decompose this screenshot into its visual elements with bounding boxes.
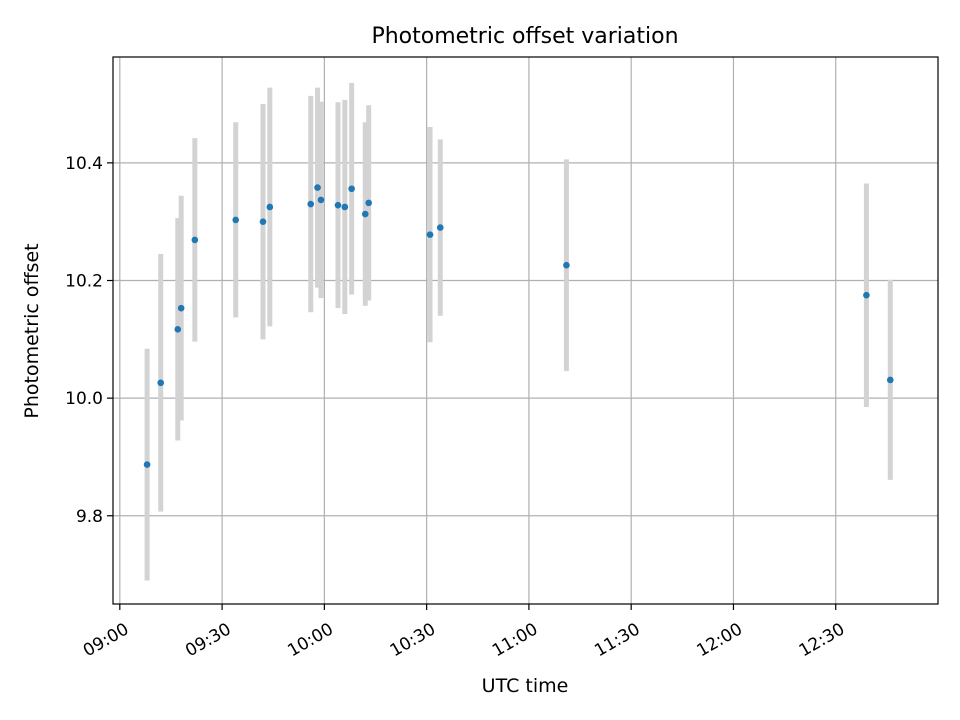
data-point (334, 201, 342, 209)
data-point (365, 199, 372, 207)
data-point (886, 376, 894, 384)
data-point (259, 218, 267, 225)
data-point (266, 203, 274, 211)
y-axis-label: Photometric offset (21, 243, 43, 418)
x-axis-label: UTC time (482, 675, 569, 697)
x-tick-label: 11:30 (591, 619, 643, 661)
data-point (426, 231, 434, 238)
x-tick-label: 12:00 (694, 619, 746, 661)
x-tick-label: 12:30 (796, 619, 848, 661)
chart-title: Photometric offset variation (371, 24, 678, 49)
data-point (157, 379, 165, 387)
data-points (143, 184, 894, 468)
grid (113, 57, 938, 604)
y-tick-label: 9.8 (76, 507, 103, 527)
x-tick-label: 10:00 (284, 619, 336, 661)
data-point (563, 261, 570, 269)
y-tick-label: 10.4 (65, 154, 103, 174)
data-point (341, 203, 349, 211)
data-point (191, 236, 199, 244)
plot-frame (112, 56, 939, 605)
x-tick-label: 09:30 (182, 619, 234, 661)
data-point (317, 196, 325, 204)
x-axis-ticks: 09:00 09:30 10:00 10:30 11:00 11:30 12:00 12:30 (80, 604, 848, 661)
data-point (307, 200, 315, 208)
x-tick-label: 10:30 (387, 619, 439, 661)
y-axis-ticks: 9.8 10.0 10.2 10.4 (65, 154, 113, 527)
x-tick-label: 09:00 (80, 619, 132, 661)
x-tick-label: 11:00 (489, 619, 541, 661)
error-bars (144, 82, 893, 581)
data-point (174, 326, 182, 333)
data-point (143, 461, 151, 468)
data-point (314, 184, 321, 191)
data-point (863, 291, 870, 299)
data-point (232, 216, 240, 224)
data-point (361, 210, 369, 218)
y-tick-label: 10.2 (65, 272, 103, 292)
data-point (177, 304, 185, 312)
data-point (436, 224, 444, 231)
data-point (348, 185, 355, 193)
y-tick-label: 10.0 (65, 389, 103, 409)
